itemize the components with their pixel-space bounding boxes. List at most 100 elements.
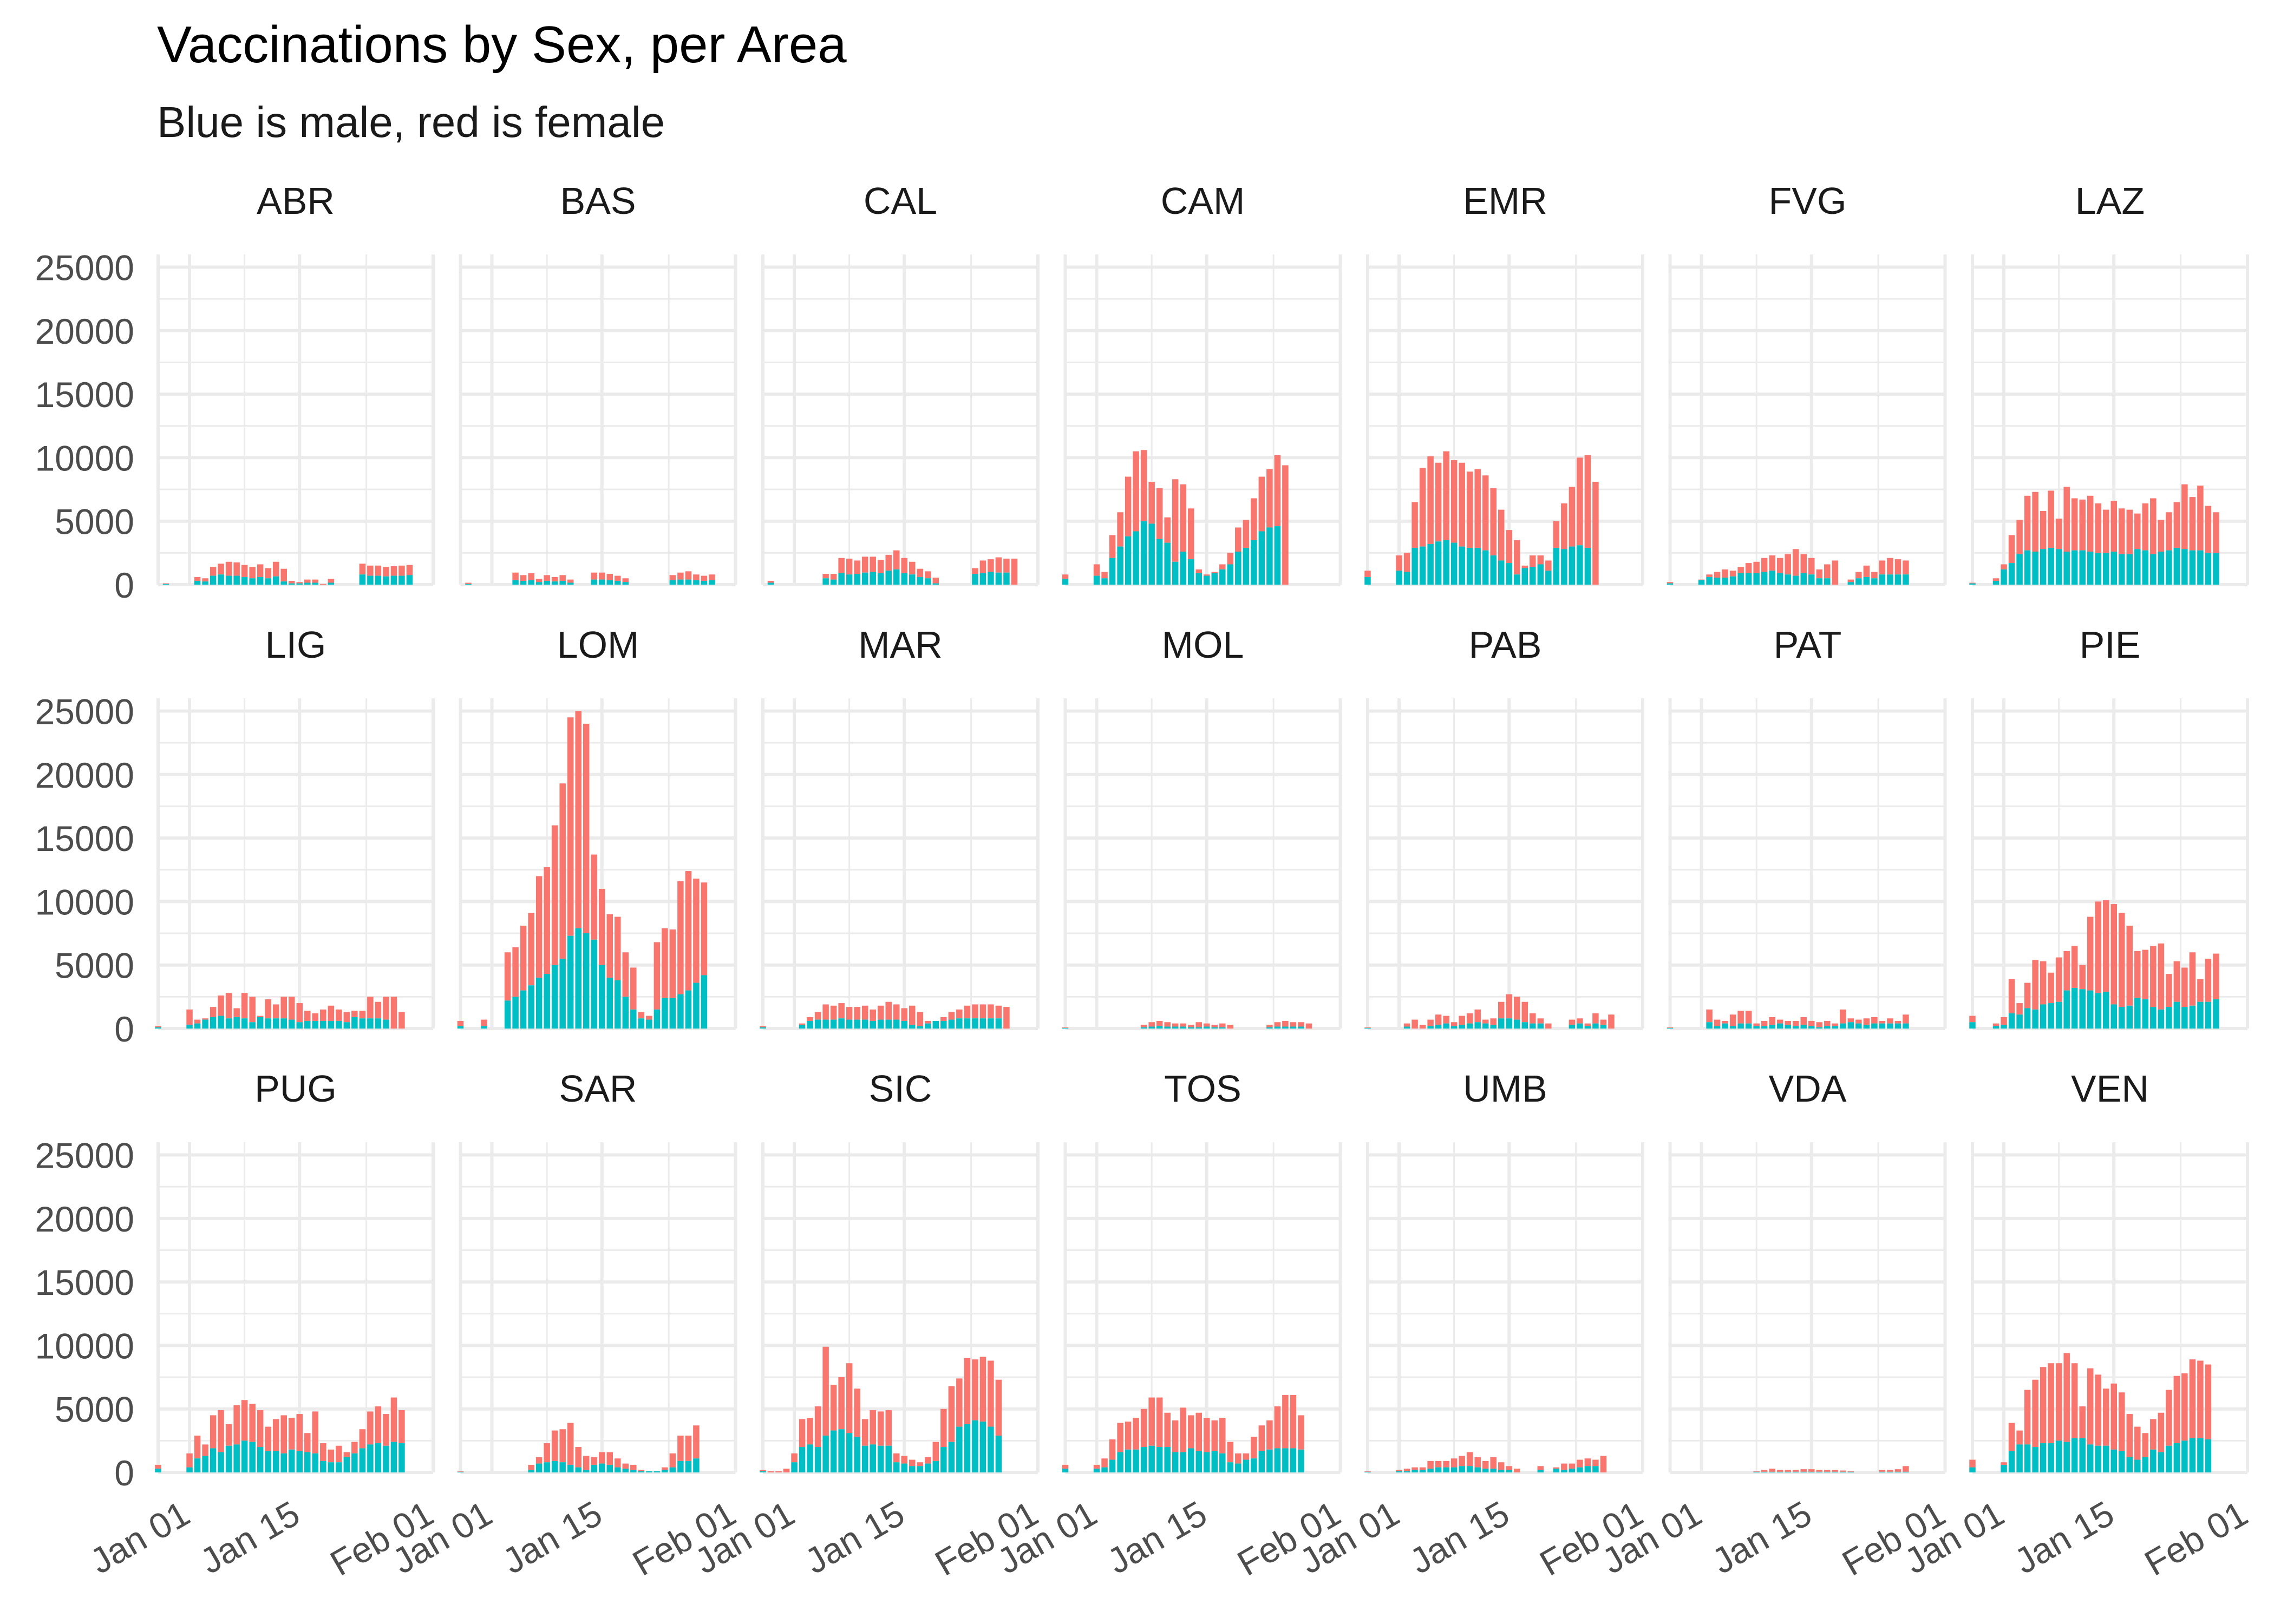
bar-female [1243,520,1250,548]
bar-female [615,575,621,581]
bar-male [567,1464,574,1472]
bar-female [1133,451,1139,532]
bar-female [481,1019,487,1026]
bar-male [1274,1026,1281,1029]
bar-female [535,579,543,582]
bar-female [2119,913,2125,1007]
bar-female [2087,916,2094,991]
bar-male [972,1018,978,1029]
bar-female [1879,560,1886,575]
bar-female [693,1425,700,1459]
bar-female [861,1005,868,1020]
bar-male [1290,1448,1297,1472]
y-tick-label: 15000 [35,818,134,859]
bar-male [1545,571,1552,585]
bar-female [1808,558,1815,575]
bar-female [1824,1020,1831,1026]
bar-male [257,1017,264,1029]
bar-male [504,1000,511,1029]
bar-female [1364,1027,1371,1028]
bar-female [2102,1389,2109,1446]
bar-female [1761,558,1768,572]
bar-male [1537,1470,1544,1472]
y-tick-label: 5000 [55,502,134,542]
bar-male [1204,1026,1210,1029]
bar-male [932,1020,939,1029]
bar-female [2001,564,2007,569]
bar-male [1863,577,1870,585]
bar-male [870,1020,876,1029]
bar-male [2119,1007,2125,1029]
bar-male [2008,563,2015,585]
bar-male [383,1445,389,1472]
bar-female [233,1008,240,1017]
bar-female [599,1452,605,1464]
bar-male [218,1016,224,1029]
bar-male [1832,1026,1839,1029]
bar-male [1109,558,1116,585]
bar-female [225,561,232,576]
bar-female [504,952,511,1001]
bar-female [1871,572,1878,579]
bar-male [1148,523,1155,585]
bar-female [948,1386,955,1442]
bar-male [1808,574,1815,585]
bar-male [2087,990,2094,1029]
bar-male [830,579,837,585]
bar-male [1443,540,1449,585]
bar-female [1482,475,1489,551]
bar-female [304,1011,311,1021]
bar-male [1180,1452,1186,1472]
bar-male [1584,547,1591,585]
bar-female [1093,564,1100,576]
bar-female [2048,490,2054,548]
bar-female [1227,1024,1234,1029]
bar-female [917,568,924,577]
bar-male [615,980,621,1029]
bar-male [559,580,566,585]
bar-female [1140,1409,1147,1448]
bar-male [1776,1023,1783,1029]
bar-female [972,568,978,574]
bar-male [760,1471,766,1472]
bar-female [1148,1397,1155,1446]
bar-male [917,1466,924,1472]
bar-female [1290,1394,1297,1449]
bar-female [375,1406,382,1444]
facet-strip-label: PUG [254,1068,337,1110]
bar-male [972,574,978,585]
bar-female [1785,554,1791,575]
bar-male [1243,547,1250,585]
bar-female [1364,571,1371,577]
bar-female [2055,519,2062,549]
bar-male [956,1018,963,1029]
bar-male [1396,571,1402,585]
bar-female [1003,1007,1010,1029]
bar-female [2024,495,2031,551]
bar-female [249,567,256,579]
bar-male [861,572,868,585]
bar-female [1808,1469,1815,1472]
bar-male [2150,554,2157,585]
bar-female [535,1457,543,1464]
bar-male [367,1444,374,1472]
bar-female [606,1452,613,1465]
bar-male [551,965,558,1029]
bar-female [1396,1470,1402,1471]
bar-female [1412,1019,1418,1029]
bar-male [846,574,853,585]
bar-male [799,1024,806,1029]
bar-female [367,1411,374,1445]
bar-female [2079,1406,2086,1438]
bar-male [1435,541,1442,585]
bar-female [1776,1019,1783,1024]
bar-female [343,1012,350,1023]
bar-female [1274,1406,1281,1449]
bar-female [280,1415,287,1453]
bar-female [375,1001,382,1019]
y-tick-label: 5000 [55,1390,134,1430]
bar-male [917,577,924,585]
bar-male [390,575,397,585]
bar-male [1714,578,1721,585]
bar-male [288,1449,295,1472]
